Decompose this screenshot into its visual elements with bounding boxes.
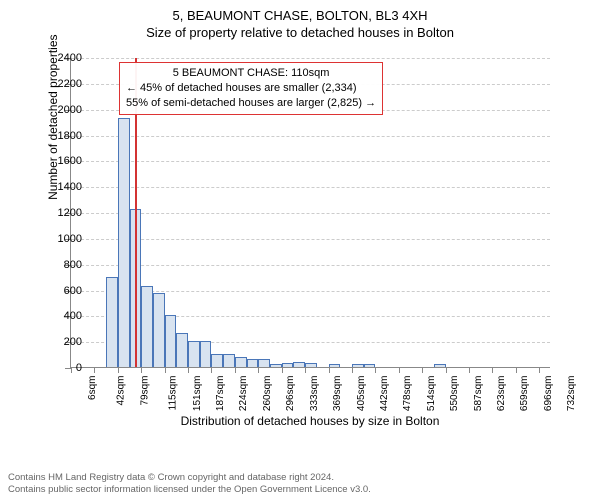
grid-line [71,265,550,266]
x-tick-label: 151sqm [192,376,203,412]
histogram-bar [118,118,130,367]
footer-attribution: Contains HM Land Registry data © Crown c… [8,472,371,496]
histogram-bar [282,363,294,367]
info-box-line3: 55% of semi-detached houses are larger (… [126,96,376,111]
y-tick-label: 600 [32,285,82,297]
histogram-bar [235,357,247,367]
x-axis-title: Distribution of detached houses by size … [50,414,570,428]
x-tick [539,367,540,373]
y-tick-label: 1400 [32,181,82,193]
x-tick [375,367,376,373]
x-tick-label: 224sqm [239,376,250,412]
x-tick [211,367,212,373]
x-tick [516,367,517,373]
y-tick-label: 2200 [32,78,82,90]
histogram-bar [434,364,446,367]
histogram-bar [329,364,341,367]
y-tick-label: 400 [32,310,82,322]
x-tick-label: 6sqm [87,376,98,400]
x-tick-label: 260sqm [262,376,273,412]
y-tick-label: 1000 [32,233,82,245]
x-tick-label: 696sqm [543,376,554,412]
y-tick-label: 1600 [32,155,82,167]
histogram-bar [188,341,200,367]
x-tick-label: 296sqm [285,376,296,412]
x-tick [305,367,306,373]
histogram-bar [211,354,223,367]
y-tick-label: 0 [32,362,82,374]
histogram-bar [153,293,165,367]
histogram-bar [247,359,259,367]
info-box-line1: 5 BEAUMONT CHASE: 110sqm [126,66,376,81]
page-subtitle: Size of property relative to detached ho… [0,23,600,40]
grid-line [71,213,550,214]
x-tick [446,367,447,373]
histogram-bar [293,362,305,367]
x-tick [469,367,470,373]
x-tick-label: 79sqm [139,376,150,406]
x-tick-label: 478sqm [402,376,413,412]
x-tick-label: 550sqm [449,376,460,412]
x-tick [71,367,72,373]
x-tick-label: 623sqm [496,376,507,412]
info-box: 5 BEAUMONT CHASE: 110sqm ← 45% of detach… [119,62,383,115]
x-tick-label: 187sqm [215,376,226,412]
plot-area: 0200400600800100012001400160018002000220… [70,58,550,368]
x-tick [94,367,95,373]
info-box-line2: ← 45% of detached houses are smaller (2,… [126,81,376,96]
x-tick [165,367,166,373]
x-tick [118,367,119,373]
histogram-bar [258,359,270,367]
x-tick [141,367,142,373]
x-tick-label: 442sqm [379,376,390,412]
grid-line [71,187,550,188]
histogram-bar [141,286,153,367]
x-tick-label: 587sqm [473,376,484,412]
histogram-bar [364,364,376,367]
grid-line [71,161,550,162]
x-tick-label: 732sqm [566,376,577,412]
x-tick [399,367,400,373]
y-tick-label: 2000 [32,104,82,116]
histogram-bar [176,333,188,367]
footer-line2: Contains public sector information licen… [8,484,371,496]
y-tick-label: 1800 [32,130,82,142]
x-tick-label: 333sqm [309,376,320,412]
x-tick [188,367,189,373]
histogram-bar [270,364,282,367]
histogram-bar [165,315,177,367]
y-tick-label: 2400 [32,52,82,64]
x-tick-label: 405sqm [356,376,367,412]
x-tick-label: 42sqm [116,376,127,406]
x-tick-label: 369sqm [332,376,343,412]
x-tick-label: 115sqm [168,376,179,411]
y-tick-label: 200 [32,336,82,348]
x-tick-label: 514sqm [426,376,437,412]
histogram-bar [200,341,212,367]
y-tick-label: 1200 [32,207,82,219]
grid-line [71,136,550,137]
histogram-bar [223,354,235,367]
y-tick-label: 800 [32,259,82,271]
page-title: 5, BEAUMONT CHASE, BOLTON, BL3 4XH [0,0,600,23]
histogram-bar [305,363,317,367]
x-tick [329,367,330,373]
grid-line [71,58,550,59]
histogram-bar [352,364,364,367]
histogram-chart: Number of detached properties 0200400600… [50,48,570,418]
x-tick [492,367,493,373]
x-tick [258,367,259,373]
x-tick [352,367,353,373]
x-tick-label: 659sqm [520,376,531,412]
x-tick [282,367,283,373]
x-tick [235,367,236,373]
histogram-bar [106,277,118,367]
x-tick [422,367,423,373]
footer-line1: Contains HM Land Registry data © Crown c… [8,472,371,484]
grid-line [71,239,550,240]
